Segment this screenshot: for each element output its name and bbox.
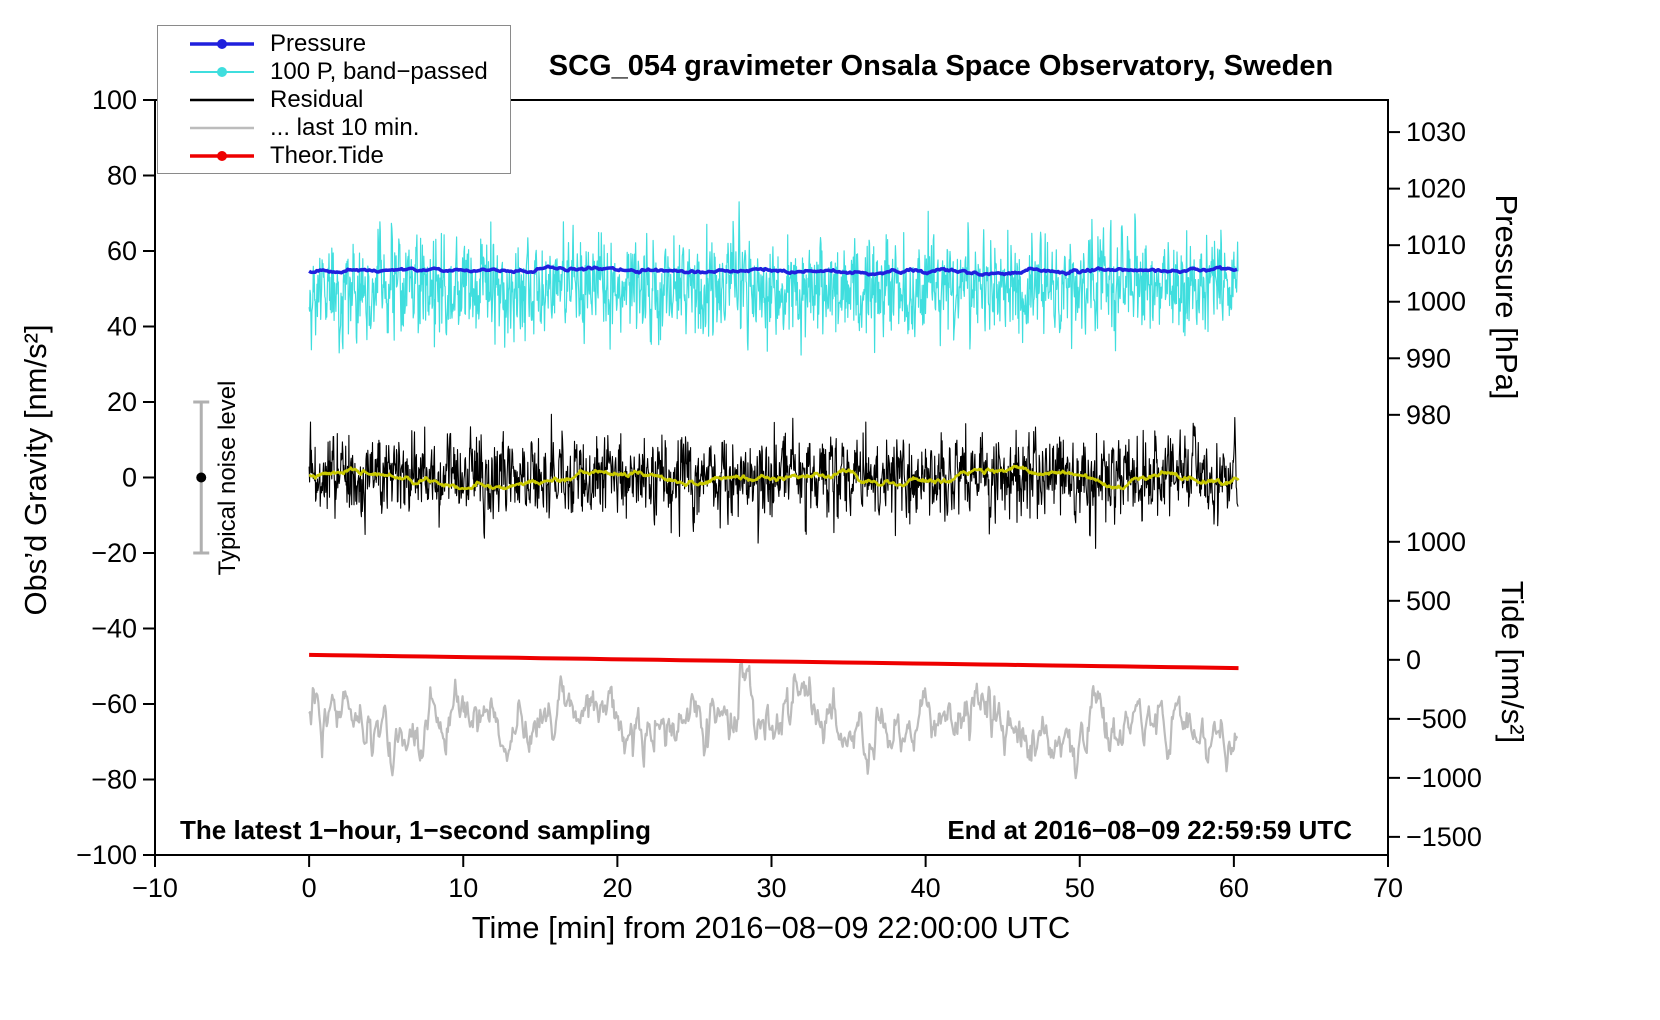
series-residual (308, 413, 1239, 549)
series-residual-smoothed (308, 464, 1240, 491)
bandpassed-line-sample (190, 67, 254, 77)
series-theor-tide (309, 652, 1239, 671)
gravity-tick-label: 80 (107, 161, 137, 191)
sampling-annotation: The latest 1−hour, 1−second sampling (180, 815, 652, 845)
time-tick-label: 60 (1219, 873, 1249, 903)
legend-label-pressure: Pressure (270, 30, 367, 57)
pressure-line-sample (190, 39, 254, 49)
gravity-tick-label: −40 (91, 614, 137, 644)
gravity-tick-label: −80 (91, 765, 137, 795)
series-pressure (308, 264, 1238, 277)
tide-tick-label: −500 (1406, 704, 1467, 734)
noise-level-label: Typical noise level (214, 380, 241, 576)
legend-item-bandpassed: 100 P, band−passed (158, 58, 510, 86)
time-tick-label: 40 (911, 873, 941, 903)
gravity-tick-label: 40 (107, 312, 137, 342)
gravity-tick-label: 20 (107, 387, 137, 417)
legend: Pressure 100 P, band−passed Residual ...… (157, 25, 511, 174)
gravity-axis-title: Obs’d Gravity [nm/s²] (18, 324, 53, 616)
noise-error-bar-dot (196, 472, 207, 483)
time-tick-label: 30 (756, 873, 786, 903)
pressure-tick-label: 1030 (1406, 117, 1466, 147)
tide-tick-label: 500 (1406, 586, 1451, 616)
time-tick-label: 50 (1065, 873, 1095, 903)
legend-item-last10min: ... last 10 min. (158, 114, 510, 142)
gravity-tick-label: 0 (122, 463, 137, 493)
pressure-tick-label: 1000 (1406, 287, 1466, 317)
pressure-tick-label: 1020 (1406, 174, 1466, 204)
gravity-tick-label: 100 (92, 85, 137, 115)
legend-item-pressure: Pressure (158, 30, 510, 58)
tide-tick-label: 0 (1406, 645, 1421, 675)
chart-title: SCG_054 gravimeter Onsala Space Observat… (548, 50, 1334, 82)
tide-axis-title: Tide [nm/s²] (1495, 580, 1530, 744)
pressure-axis-title: Pressure [hPa] (1489, 194, 1524, 400)
time-tick-label: −10 (132, 873, 178, 903)
time-tick-label: 70 (1373, 873, 1403, 903)
gravity-tick-label: 60 (107, 236, 137, 266)
residual-line-sample (190, 98, 254, 102)
legend-label-theortide: Theor.Tide (270, 142, 384, 169)
end-time-annotation: End at 2016−08−09 22:59:59 UTC (947, 815, 1352, 845)
pressure-tick-label: 990 (1406, 343, 1451, 373)
gravity-tick-label: −20 (91, 538, 137, 568)
legend-label-bandpassed: 100 P, band−passed (270, 58, 488, 85)
time-tick-label: 0 (302, 873, 317, 903)
time-axis-title: Time [min] from 2016−08−09 22:00:00 UTC (471, 910, 1071, 945)
time-tick-label: 20 (602, 873, 632, 903)
tide-tick-label: −1500 (1406, 822, 1482, 852)
tide-tick-label: 1000 (1406, 527, 1466, 557)
pressure-tick-label: 1010 (1406, 230, 1466, 260)
legend-item-residual: Residual (158, 86, 510, 114)
gravity-tick-label: −100 (76, 840, 137, 870)
legend-label-residual: Residual (270, 86, 364, 113)
legend-item-theortide: Theor.Tide (158, 142, 510, 170)
series-last-10-min (308, 662, 1239, 780)
theortide-line-sample (190, 151, 254, 161)
tide-tick-label: −1000 (1406, 763, 1482, 793)
pressure-tick-label: 980 (1406, 400, 1451, 430)
series-100-p-band-passed (308, 201, 1239, 356)
last10min-line-sample (190, 126, 254, 130)
legend-label-last10min: ... last 10 min. (270, 114, 420, 141)
gravity-tick-label: −60 (91, 689, 137, 719)
time-tick-label: 10 (448, 873, 478, 903)
